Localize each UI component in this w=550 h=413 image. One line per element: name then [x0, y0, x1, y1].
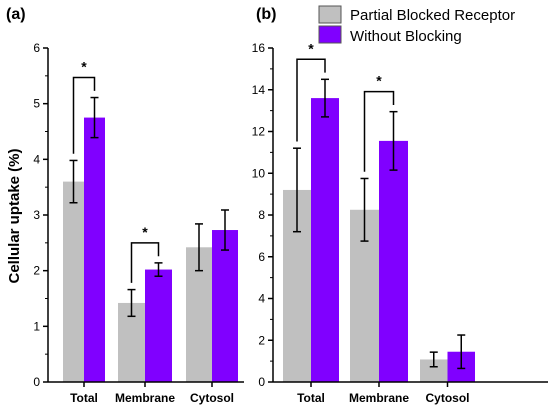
- y-axis-label: Cellular uptake (%): [6, 148, 23, 283]
- y-tick-label: 14: [252, 83, 266, 97]
- y-tick-label: 4: [258, 292, 265, 306]
- significance-bracket: [72, 76, 96, 154]
- x-tick-label: Membrane: [349, 391, 409, 405]
- bar: [379, 140, 408, 382]
- significance-star: *: [308, 40, 314, 56]
- legend: Partial Blocked Receptor Without Blockin…: [318, 5, 515, 45]
- legend-label-without: Without Blocking: [350, 28, 462, 45]
- bar: [84, 117, 105, 382]
- panel-label-a: (a): [6, 6, 26, 23]
- y-tick-label: 4: [33, 152, 40, 166]
- significance-star: *: [376, 73, 382, 89]
- y-tick-label: 10: [252, 166, 266, 180]
- bar: [145, 269, 172, 382]
- x-tick-label: Total: [70, 391, 98, 405]
- y-tick-label: 12: [252, 125, 266, 139]
- significance-bracket: [363, 90, 395, 172]
- y-tick-label: 2: [258, 333, 265, 347]
- y-tick-label: 3: [33, 208, 40, 222]
- legend-label-partial: Partial Blocked Receptor: [350, 7, 515, 24]
- panel-label-b: (b): [256, 6, 276, 23]
- bar: [420, 359, 448, 382]
- x-tick-label: Cytosol: [425, 391, 469, 405]
- bar: [311, 98, 339, 382]
- bar: [212, 230, 238, 382]
- x-tick-label: Cytosol: [190, 391, 234, 405]
- legend-swatch-purple: [318, 25, 342, 44]
- y-tick-label: 1: [33, 319, 40, 333]
- y-tick-label: 0: [258, 375, 265, 389]
- significance-star: *: [81, 59, 87, 75]
- bar: [63, 181, 84, 382]
- significance-bracket: [130, 242, 160, 283]
- x-tick-label: Membrane: [115, 391, 175, 405]
- y-tick-label: 8: [258, 208, 265, 222]
- y-tick-label: 2: [33, 264, 40, 278]
- chart-panel-b: * * 0 2 4 6 8 10 12 14 16 Total Membrane Cytosol: [252, 40, 548, 405]
- significance-bracket: [296, 58, 326, 142]
- chart-panel-a: * * 0 1 2 3 4 5 6 Total Membrane Cytosol: [33, 41, 244, 405]
- significance-star: *: [142, 224, 148, 240]
- x-tick-label: Total: [297, 391, 325, 405]
- y-tick-label: 5: [33, 97, 40, 111]
- y-tick-label: 16: [252, 41, 266, 55]
- y-tick-label: 6: [33, 41, 40, 55]
- y-tick-label: 6: [258, 250, 265, 264]
- legend-swatch-gray: [318, 5, 342, 24]
- y-tick-label: 0: [33, 375, 40, 389]
